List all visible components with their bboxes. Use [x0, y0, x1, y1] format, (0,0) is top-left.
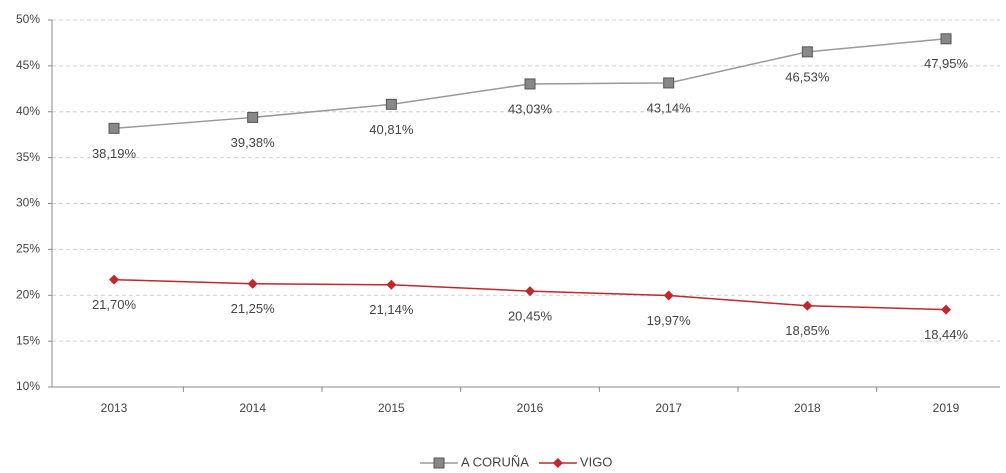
data-label: 21,70%	[92, 297, 137, 312]
data-label: 18,44%	[924, 327, 969, 342]
data-label: 43,14%	[647, 100, 692, 115]
marker	[802, 300, 813, 311]
legend-label: VIGO	[580, 454, 613, 469]
y-tick-label: 30%	[16, 196, 40, 210]
data-label: 21,25%	[231, 301, 276, 316]
x-tick-label: 2018	[794, 401, 821, 415]
marker	[247, 278, 258, 289]
y-tick-label: 25%	[16, 242, 40, 256]
marker	[663, 290, 674, 301]
marker	[525, 286, 536, 297]
data-label: 39,38%	[231, 135, 276, 150]
marker	[108, 122, 120, 134]
y-tick-label: 45%	[16, 58, 40, 72]
data-label: 46,53%	[785, 69, 830, 84]
marker	[941, 304, 952, 315]
y-tick-label: 10%	[16, 379, 40, 393]
legend-label: A CORUÑA	[461, 454, 529, 469]
data-label: 21,14%	[369, 302, 414, 317]
x-tick-label: 2014	[239, 401, 266, 415]
data-label: 47,95%	[924, 56, 969, 71]
data-label: 40,81%	[369, 122, 414, 137]
y-tick-label: 35%	[16, 150, 40, 164]
marker	[385, 98, 397, 110]
marker	[247, 111, 259, 123]
y-tick-label: 15%	[16, 333, 40, 347]
y-tick-label: 50%	[16, 12, 40, 26]
marker	[524, 78, 536, 90]
y-tick-label: 20%	[16, 287, 40, 301]
data-label: 38,19%	[92, 146, 137, 161]
data-label: 18,85%	[785, 323, 830, 338]
x-tick-label: 2013	[101, 401, 128, 415]
x-tick-label: 2015	[378, 401, 405, 415]
marker	[433, 457, 445, 469]
data-label: 20,45%	[508, 309, 553, 324]
marker	[386, 279, 397, 290]
data-label: 43,03%	[508, 101, 553, 116]
data-label: 19,97%	[647, 313, 692, 328]
marker	[552, 458, 563, 468]
x-tick-label: 2019	[933, 401, 960, 415]
marker	[940, 33, 952, 45]
marker	[663, 77, 675, 89]
x-tick-label: 2016	[517, 401, 544, 415]
marker	[109, 274, 119, 285]
marker	[801, 46, 813, 58]
x-tick-label: 2017	[655, 401, 682, 415]
y-tick-label: 40%	[16, 104, 40, 118]
